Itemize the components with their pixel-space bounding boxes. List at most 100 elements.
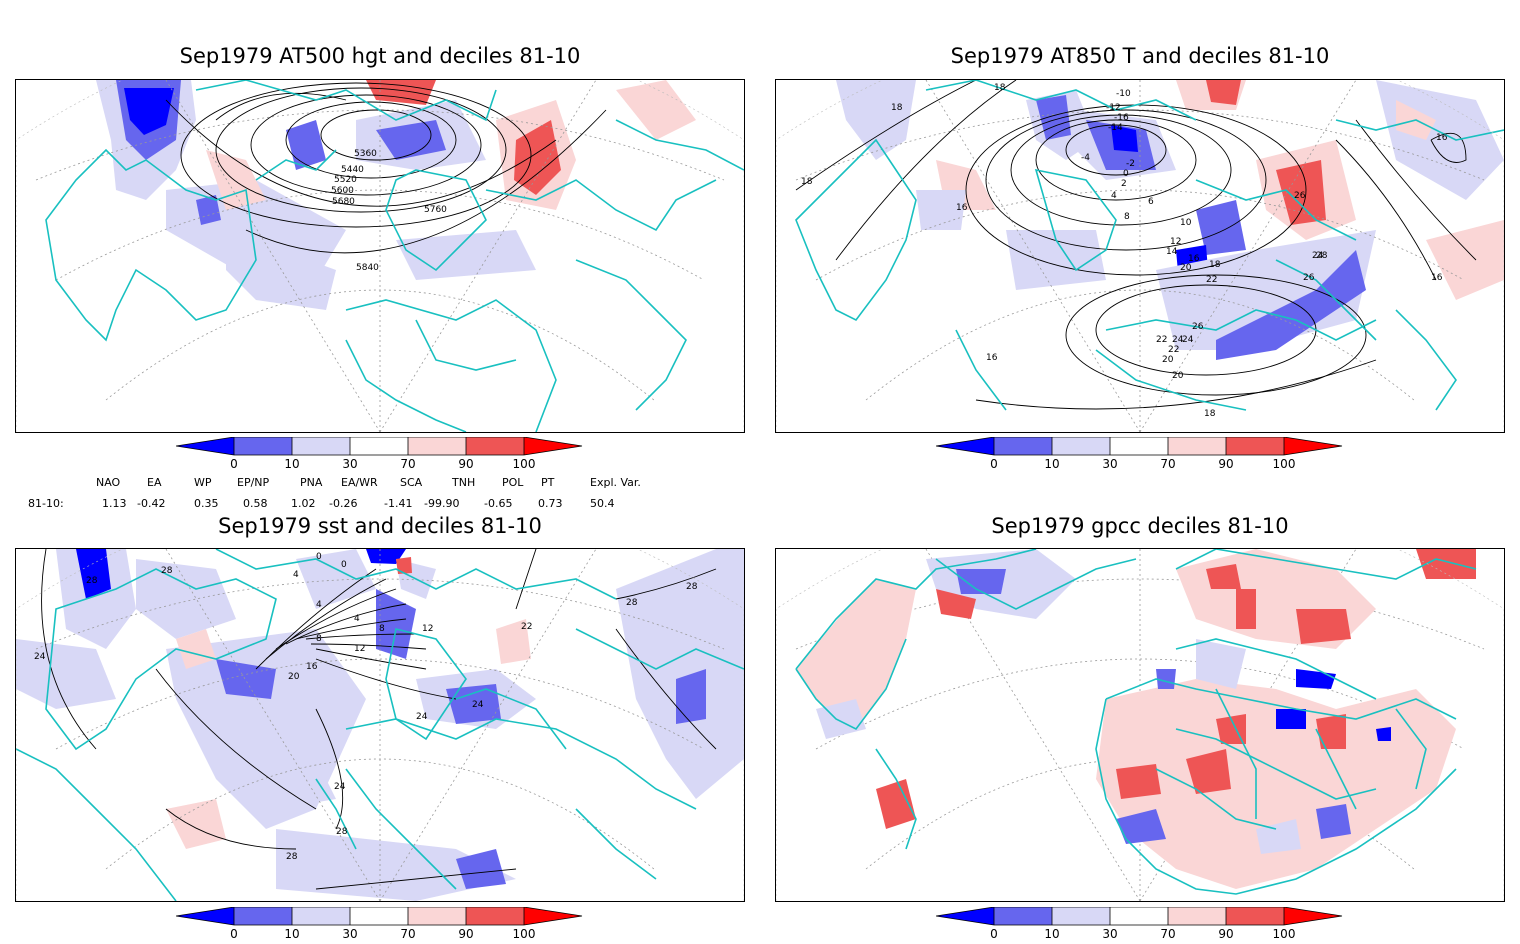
sst-contours xyxy=(41,549,717,890)
cbar-seg xyxy=(994,437,1052,455)
cbar-tick: 0 xyxy=(990,927,998,940)
panel-title-sst: Sep1979 sst and deciles 81-10 xyxy=(218,514,542,538)
cbar-seg xyxy=(1284,907,1342,925)
cbar-tick: 90 xyxy=(458,927,473,940)
contour-label: 22 xyxy=(521,622,532,632)
colorbar-svg: 0 10 30 70 90 100 xyxy=(175,436,583,471)
contour-label: 6 xyxy=(1148,197,1154,207)
contour-label: -16 xyxy=(1114,113,1129,123)
cbar-tick: 90 xyxy=(1218,927,1233,940)
cbar-seg xyxy=(936,437,994,455)
cbar-seg xyxy=(176,437,234,455)
index-value: 0.58 xyxy=(243,497,268,510)
cbar-tick: 90 xyxy=(1218,457,1233,471)
cbar-seg xyxy=(1226,437,1284,455)
contour-label: 16 xyxy=(986,353,998,363)
contour-label: 22 xyxy=(1168,345,1179,355)
contour-label: 5760 xyxy=(424,205,447,215)
cbar-seg xyxy=(408,437,466,455)
colorbar-t850: 0 10 30 70 90 100 xyxy=(935,436,1346,473)
colorbar-gpcc: 0 10 30 70 90 100 xyxy=(935,906,1346,941)
cbar-tick: 0 xyxy=(990,457,998,471)
index-value: -0.65 xyxy=(484,497,513,510)
contour-label: 5600 xyxy=(331,186,354,196)
cbar-tick: 10 xyxy=(1044,927,1059,940)
contour-label: 28 xyxy=(161,566,173,576)
index-value: -1.41 xyxy=(384,497,413,510)
contour-label: 0 xyxy=(341,560,347,570)
t-contours xyxy=(795,80,1477,410)
contour-label: 24 xyxy=(1182,335,1194,345)
contour-label: 28 xyxy=(686,582,698,592)
index-header: PT xyxy=(541,476,555,489)
indices-value-row: 81-10: 1.13 -0.42 0.35 0.58 1.02 -0.26 -… xyxy=(0,497,700,511)
contour-label: 24 xyxy=(472,700,484,710)
sst-contour-labels: 28 28 24 0 0 4 4 4 8 8 12 12 16 20 24 24… xyxy=(34,552,698,862)
index-header: EA xyxy=(147,476,162,489)
colorbar-svg: 0 10 30 70 90 100 xyxy=(935,436,1343,471)
contour-label: 12 xyxy=(1170,237,1181,247)
index-header: EP/NP xyxy=(237,476,270,489)
cbar-seg xyxy=(1226,907,1284,925)
colorbar-sst: 0 10 30 70 90 100 xyxy=(175,906,586,941)
colorbar-svg: 0 10 30 70 90 100 xyxy=(935,906,1343,941)
contour-label: 16 xyxy=(1436,133,1448,143)
cbar-seg xyxy=(292,437,350,455)
index-header: EA/WR xyxy=(341,476,378,489)
graticule xyxy=(795,80,1485,432)
hgt-contour-labels: 5360 5440 5520 5600 5680 5760 5840 xyxy=(331,149,447,273)
contour-label: 28 xyxy=(286,852,298,862)
contour-label: -2 xyxy=(1126,159,1135,169)
contour-label: 8 xyxy=(316,634,322,644)
index-header: TNH xyxy=(452,476,476,489)
cbar-tick: 30 xyxy=(1102,457,1117,471)
cbar-tick: 30 xyxy=(1102,927,1117,940)
cbar-seg xyxy=(350,907,408,925)
cbar-seg xyxy=(176,907,234,925)
index-value: -99.90 xyxy=(424,497,460,510)
panel-title-hgt500: Sep1979 AT500 hgt and deciles 81-10 xyxy=(179,44,581,68)
contour-label: 28 xyxy=(86,576,98,586)
contour-label: 18 xyxy=(994,83,1006,93)
contour-label: 24 xyxy=(334,782,346,792)
contour-label: -4 xyxy=(1081,153,1090,163)
index-header: WP xyxy=(194,476,212,489)
contour-label: 5680 xyxy=(332,197,355,207)
index-value: 1.13 xyxy=(102,497,127,510)
cbar-tick: 70 xyxy=(1160,927,1175,940)
cbar-tick: 30 xyxy=(342,927,357,940)
contour-label: 4 xyxy=(316,600,322,610)
contour-label: 28 xyxy=(626,598,638,608)
index-value: -0.42 xyxy=(137,497,166,510)
cbar-seg xyxy=(1052,907,1110,925)
index-header: PNA xyxy=(300,476,323,489)
contour-label: 22 xyxy=(1206,275,1217,285)
contour-label: 26 xyxy=(1192,322,1204,332)
contour-label: 8 xyxy=(379,624,385,634)
coastlines xyxy=(45,80,744,432)
map-panel-sst: 28 28 24 0 0 4 4 4 8 8 12 12 16 20 24 24… xyxy=(15,548,745,902)
cbar-seg xyxy=(292,907,350,925)
decile-shading xyxy=(836,80,1504,360)
cbar-tick: 100 xyxy=(513,457,536,471)
index-header: POL xyxy=(502,476,524,489)
cbar-tick: 10 xyxy=(284,927,299,940)
panel-title-gpcc: Sep1979 gpcc deciles 81-10 xyxy=(991,514,1289,538)
contour-label: 12 xyxy=(422,624,433,634)
cbar-seg xyxy=(1110,907,1168,925)
index-value: -0.26 xyxy=(329,497,358,510)
cbar-tick: 100 xyxy=(1273,927,1296,940)
index-value: 0.35 xyxy=(194,497,219,510)
contour-label: 20 xyxy=(1172,371,1184,381)
contour-label: 5520 xyxy=(334,175,357,185)
contour-label: 28 xyxy=(1316,251,1328,261)
contour-label: 8 xyxy=(1124,212,1130,222)
cbar-seg xyxy=(234,437,292,455)
contour-label: 16 xyxy=(1188,254,1200,264)
cbar-seg xyxy=(1110,437,1168,455)
cbar-tick: 0 xyxy=(230,457,238,471)
graticule xyxy=(35,549,725,901)
cbar-seg xyxy=(1168,907,1226,925)
cbar-tick: 0 xyxy=(230,927,238,940)
graticule xyxy=(35,80,725,432)
